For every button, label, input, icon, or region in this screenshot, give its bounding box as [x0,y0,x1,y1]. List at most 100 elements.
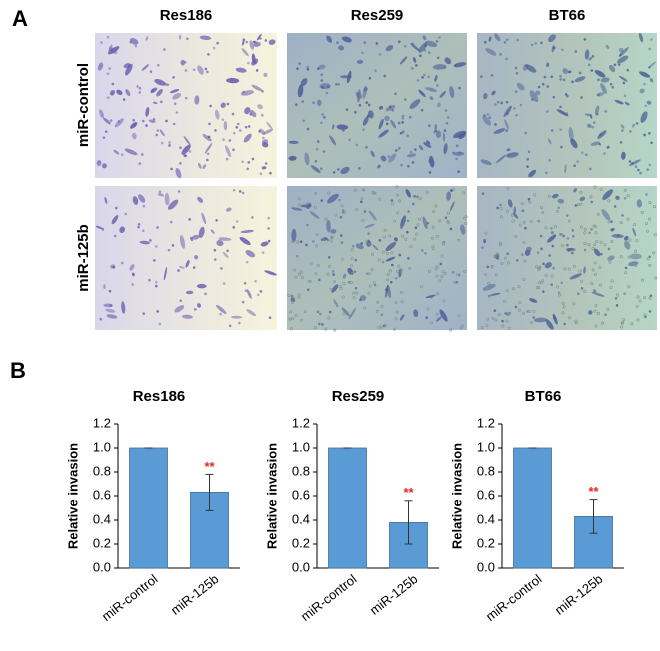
cell [499,203,502,207]
y-tick-label: 1.2 [292,415,310,430]
pore [547,194,551,198]
cell [355,243,364,250]
pore [349,264,353,268]
pore [288,310,292,314]
cell [214,129,217,132]
panel-label: B [10,358,26,383]
cell [114,206,118,210]
pore [600,321,604,325]
cell [241,191,245,195]
cell [179,299,183,303]
cell [353,270,357,274]
cell [197,65,204,75]
cell [291,207,303,211]
cell [594,105,600,115]
pore [443,271,447,275]
cell [304,152,310,166]
cell [539,234,543,238]
cell [460,224,466,235]
cell [179,146,182,150]
pore [349,280,353,284]
cell [605,44,610,49]
cell [153,101,158,105]
pore [558,232,562,236]
pore [368,284,372,288]
cell [556,109,569,117]
pore [377,325,381,329]
pore [457,314,461,318]
cell [541,211,545,214]
pore [607,199,611,203]
cell [601,209,611,221]
pore [388,234,392,238]
cell [225,157,229,161]
cell [222,138,225,142]
cell [120,153,124,157]
x-tick-label: miR-125b [552,571,606,618]
pore [386,293,390,297]
cell [141,153,144,156]
pore [305,202,309,206]
cell [409,99,421,110]
pore [397,264,401,268]
cell [599,133,602,136]
pore [579,225,583,229]
pore [303,310,307,314]
cell [552,266,555,270]
cell [244,125,248,129]
cell [613,63,617,67]
cell [410,42,421,52]
pore [367,291,371,295]
cell [426,221,430,225]
cell [401,121,404,124]
x-tick-label: miR-125b [168,571,222,618]
cell [548,34,556,43]
cell [216,41,219,45]
cell [628,160,632,163]
pore [492,254,496,258]
cell [218,237,232,241]
cell [639,171,642,175]
pore [363,306,367,310]
cell [190,236,193,242]
cell [557,206,561,209]
pore [506,289,510,293]
y-tick-label: 1.2 [477,415,495,430]
cell [138,86,142,90]
cell [141,64,150,71]
cell [231,112,235,116]
cell [219,312,222,316]
cell [444,57,452,65]
cell [110,91,114,96]
cell [323,116,326,119]
cell [381,260,385,264]
cell [434,124,438,127]
cell [385,122,389,126]
cell [426,140,431,145]
cell [401,117,405,120]
cell [648,163,652,167]
cell [99,109,104,119]
cell [566,243,569,247]
cell [213,248,217,252]
pore [567,219,571,223]
cell [291,228,297,243]
pore [386,251,390,255]
pore [395,310,399,314]
pore [626,194,630,198]
cell [493,128,506,134]
pore [550,274,554,278]
cell [325,91,329,95]
cell [399,56,408,65]
cell [260,113,264,117]
cell [559,105,562,109]
pore [353,188,357,192]
cell [185,290,194,295]
cell [435,130,442,139]
cell [365,272,369,276]
cell [157,193,165,197]
cell [505,100,509,104]
cell [516,258,519,262]
cell [160,141,164,145]
cell [579,196,586,202]
